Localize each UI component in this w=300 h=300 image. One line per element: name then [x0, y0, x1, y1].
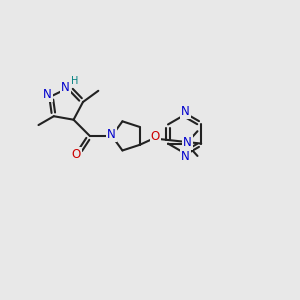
- Text: N: N: [61, 81, 70, 94]
- Text: N: N: [181, 150, 190, 163]
- Text: N: N: [183, 136, 192, 148]
- Text: O: O: [72, 148, 81, 161]
- Text: N: N: [107, 128, 116, 141]
- Text: H: H: [71, 76, 78, 86]
- Text: O: O: [151, 130, 160, 143]
- Text: N: N: [43, 88, 52, 101]
- Text: N: N: [181, 105, 190, 118]
